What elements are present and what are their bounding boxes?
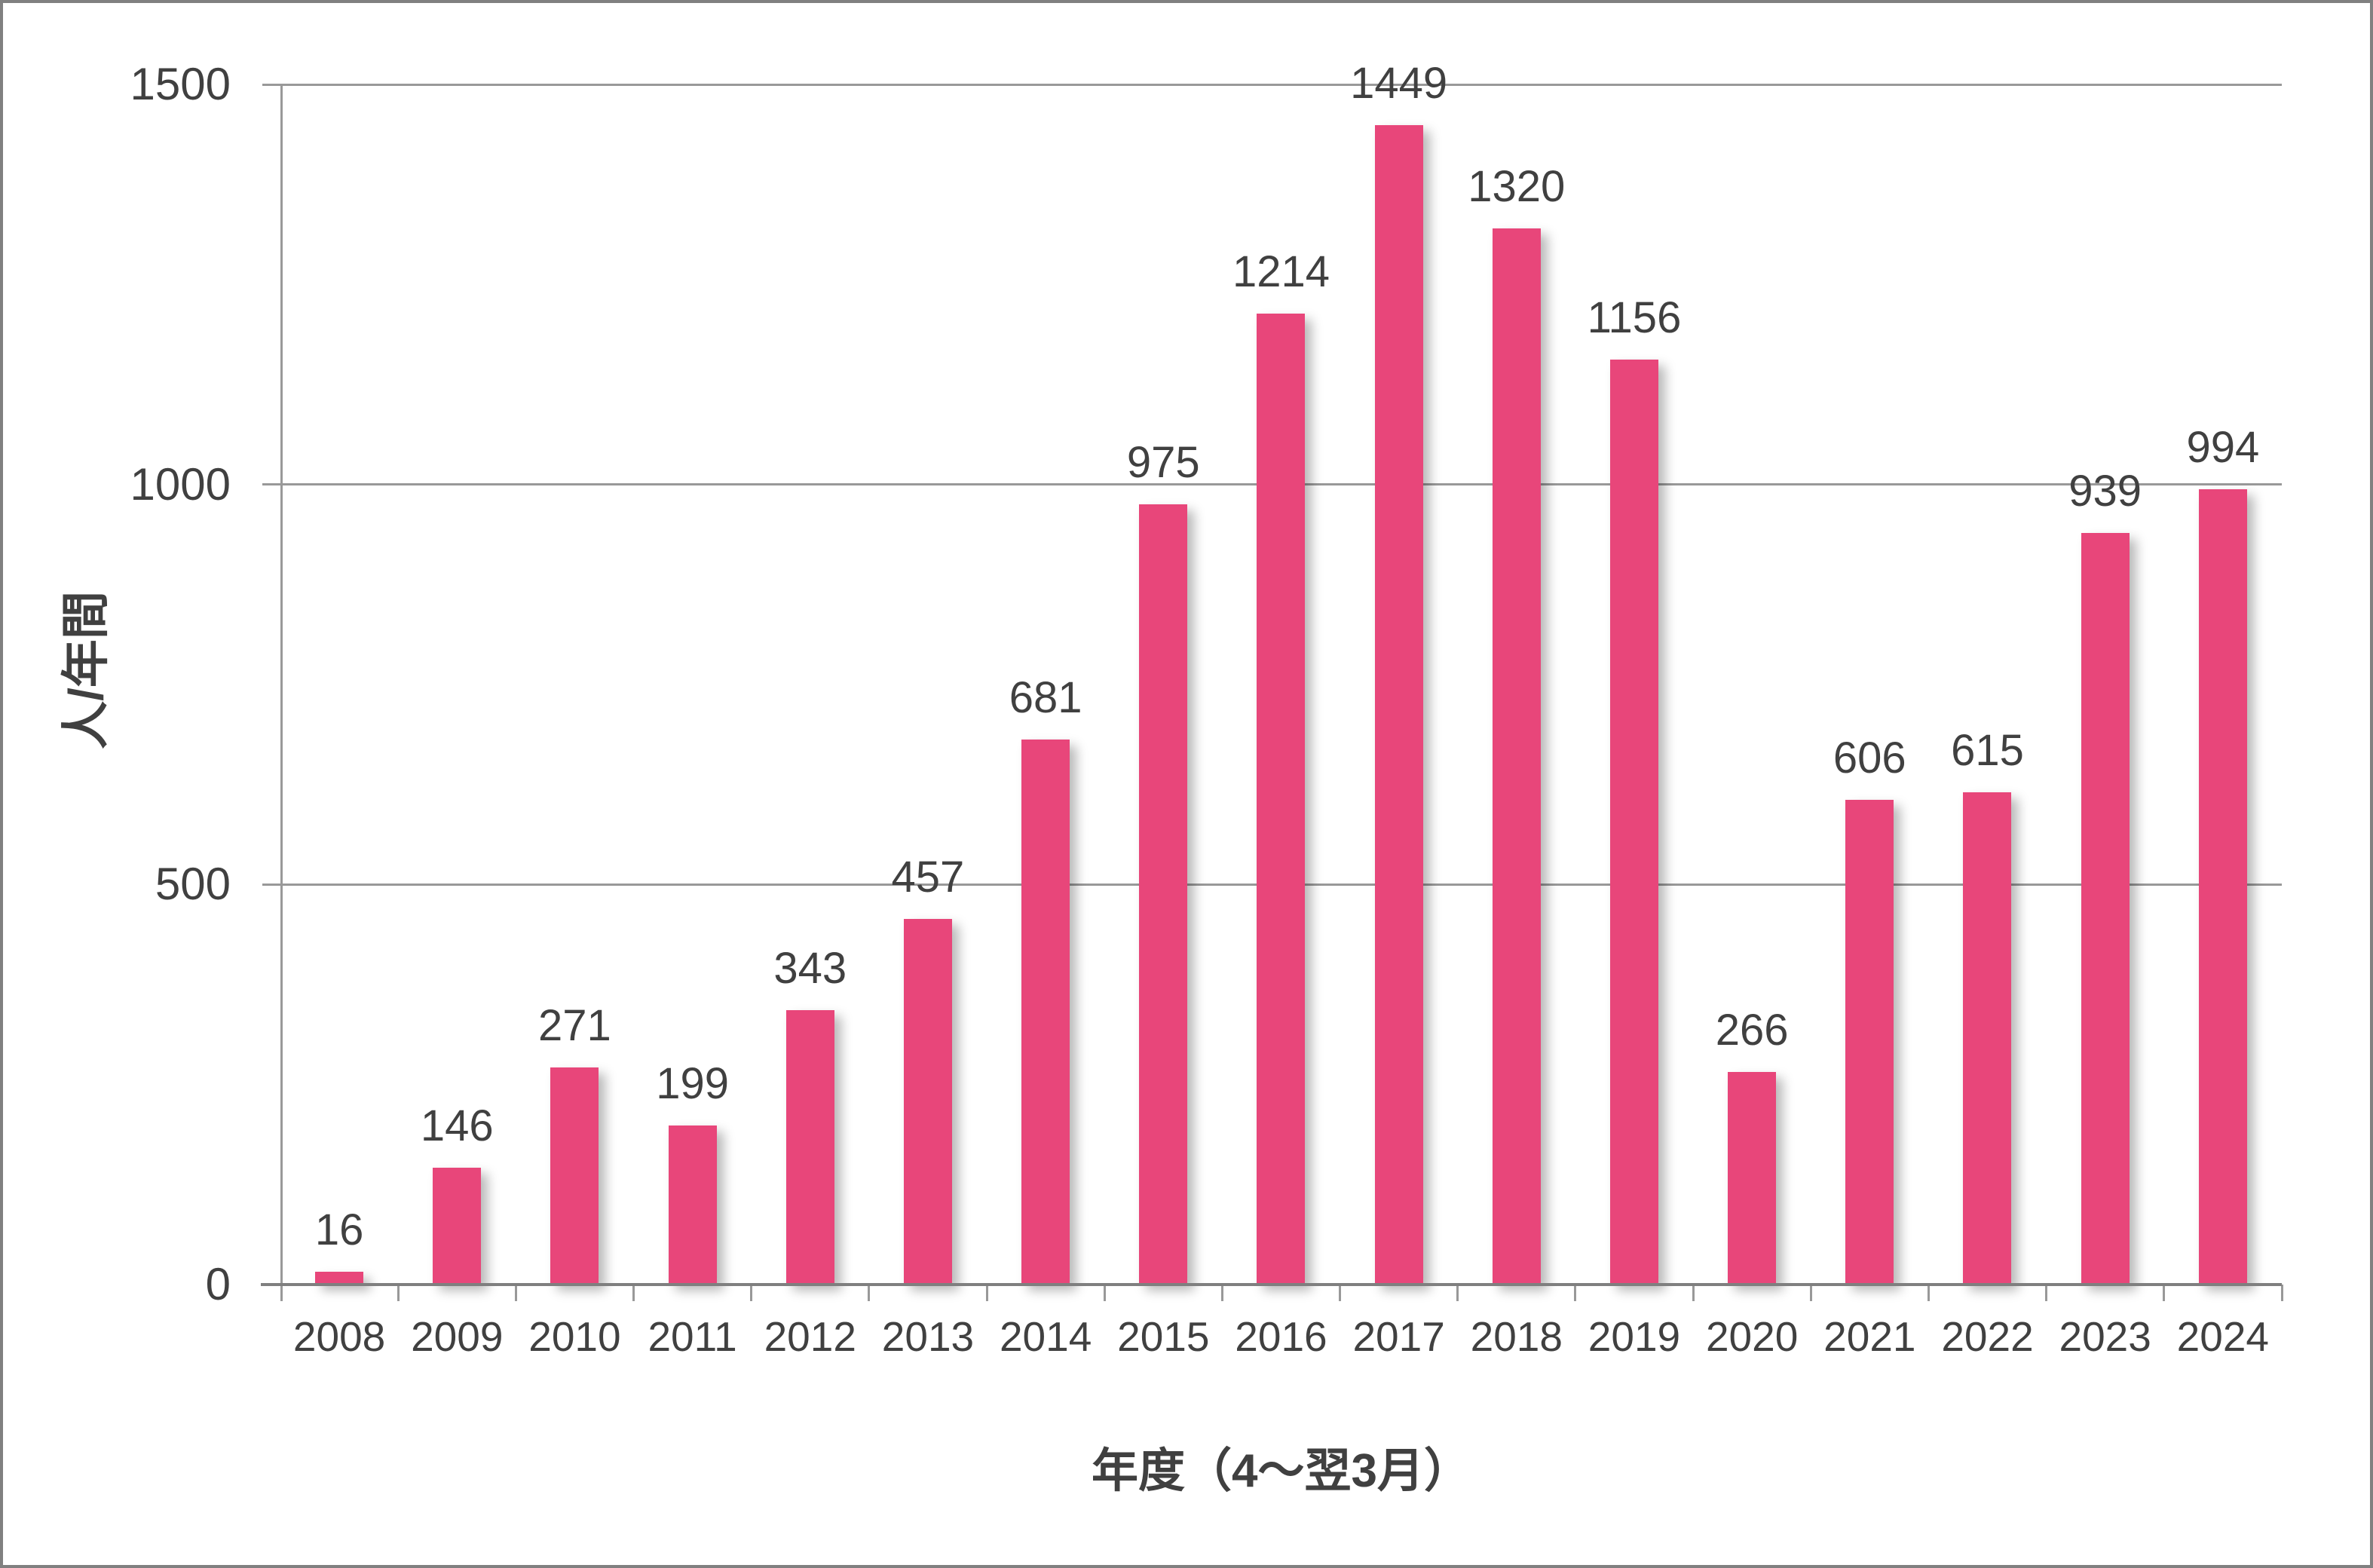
x-axis-tick (1927, 1285, 1930, 1301)
x-tick-label: 2013 (881, 1313, 975, 1360)
x-tick-label: 2019 (1588, 1313, 1681, 1360)
gridline (262, 83, 2282, 86)
x-tick-label: 2011 (648, 1313, 737, 1360)
bar (1609, 360, 1658, 1285)
bar (1963, 792, 2012, 1285)
bar-category: 343 2012 (752, 84, 869, 1357)
x-axis-tick (397, 1285, 400, 1301)
bar-value-label: 16 (314, 1205, 364, 1255)
y-tick-label: 0 (205, 1259, 231, 1309)
x-tick-label: 2021 (1823, 1313, 1916, 1360)
plot-area: 16 2008 146 2009 271 2010 199 2011 343 2012 457 201… (261, 62, 2283, 1358)
bar-series: 16 2008 146 2009 271 2010 199 2011 343 2012 457 201… (280, 62, 2282, 1358)
bar-category: 1320 2018 (1458, 84, 1575, 1358)
x-axis-tick (750, 1285, 753, 1301)
bar (903, 918, 952, 1285)
bar (433, 1168, 482, 1285)
bar (1728, 1071, 1777, 1285)
bar-category: 271 2010 (516, 84, 633, 1358)
x-axis-tick (514, 1285, 517, 1301)
bar-value-label: 994 (2186, 423, 2260, 473)
x-tick-label: 2017 (1352, 1313, 1445, 1360)
bar-category: 199 2011 (634, 84, 752, 1357)
bar-category: 1449 2017 (1340, 62, 1458, 1358)
x-axis-tick (985, 1285, 988, 1301)
x-tick-label: 2022 (1941, 1313, 2034, 1360)
bar-value-label: 1320 (1468, 162, 1566, 212)
x-axis-title: 年度（4～翌3月） (1092, 1445, 1471, 1497)
x-tick-label: 2008 (292, 1313, 386, 1360)
bar (1021, 740, 1070, 1285)
x-axis-tick (1574, 1285, 1577, 1301)
bar-value-label: 681 (1009, 673, 1082, 723)
bar (1492, 228, 1541, 1285)
bar-value-label: 1449 (1350, 59, 1448, 109)
bar-value-label: 199 (656, 1058, 729, 1108)
x-axis-tick (632, 1285, 635, 1301)
bar-value-label: 1214 (1232, 247, 1330, 296)
x-tick-label: 2024 (2176, 1313, 2270, 1360)
bar-category: 16 2008 (280, 84, 398, 1358)
bar-category: 1214 2016 (1222, 84, 1340, 1357)
x-tick-label: 2020 (1705, 1313, 1799, 1360)
bar (2081, 533, 2130, 1285)
bar (315, 1272, 364, 1285)
bar (785, 1009, 834, 1285)
bar (668, 1125, 717, 1285)
x-tick-label: 2009 (411, 1313, 504, 1360)
bar (2198, 489, 2247, 1285)
bar-category: 994 2024 (2164, 84, 2282, 1358)
x-axis-line (261, 1283, 2282, 1286)
bar (1257, 313, 1306, 1285)
bar-value-label: 271 (538, 1001, 611, 1051)
bar-category: 606 2021 (1811, 84, 1928, 1357)
bar-value-label: 266 (1715, 1005, 1789, 1055)
bar-category: 939 2023 (2047, 84, 2164, 1358)
bar-value-label: 146 (420, 1101, 494, 1151)
bar-value-label: 939 (2068, 467, 2142, 516)
bar-value-label: 606 (1833, 733, 1906, 782)
x-axis-tick (2163, 1285, 2166, 1301)
bar-category: 1156 2019 (1575, 84, 1693, 1358)
bar-category: 146 2009 (398, 84, 516, 1358)
bar-category: 681 2014 (987, 84, 1104, 1358)
bar-value-label: 343 (773, 943, 847, 993)
x-axis-tick (2280, 1285, 2283, 1301)
bar-value-label: 457 (891, 852, 965, 902)
y-tick-label: 500 (155, 859, 231, 910)
y-tick-label: 1000 (130, 458, 231, 510)
x-axis-tick (1220, 1285, 1223, 1301)
x-tick-label: 2016 (1235, 1313, 1327, 1360)
y-axis-tick-labels: 0 500 1000 1500 (3, 59, 231, 1309)
bar-category: 457 2013 (869, 84, 987, 1357)
y-axis-line (280, 84, 283, 1301)
bar-category: 266 2020 (1693, 84, 1811, 1357)
bar-value-label: 615 (1951, 726, 2024, 776)
bar (1139, 504, 1188, 1285)
bar-value-label: 975 (1126, 438, 1200, 488)
x-axis-tick (1103, 1285, 1106, 1301)
x-axis-tick (1809, 1285, 1812, 1301)
bar (550, 1067, 599, 1285)
bar (1374, 125, 1423, 1285)
bar-category: 975 2015 (1104, 84, 1222, 1358)
x-axis-tick (1339, 1285, 1342, 1301)
x-tick-label: 2023 (2059, 1313, 2151, 1360)
bar-value-label: 1156 (1587, 293, 1682, 343)
y-tick-label: 1500 (130, 59, 231, 109)
x-tick-label: 2018 (1470, 1313, 1563, 1360)
x-tick-label: 2014 (999, 1313, 1092, 1360)
x-tick-label: 2012 (764, 1313, 856, 1360)
x-axis-tick (2045, 1285, 2048, 1301)
x-axis-tick (868, 1285, 871, 1301)
x-tick-label: 2015 (1117, 1313, 1210, 1360)
bar (1845, 799, 1894, 1285)
x-axis-tick (1692, 1285, 1695, 1301)
x-tick-label: 2010 (528, 1313, 621, 1360)
bar-category: 615 2022 (1928, 84, 2046, 1358)
x-axis-tick (1456, 1285, 1459, 1301)
